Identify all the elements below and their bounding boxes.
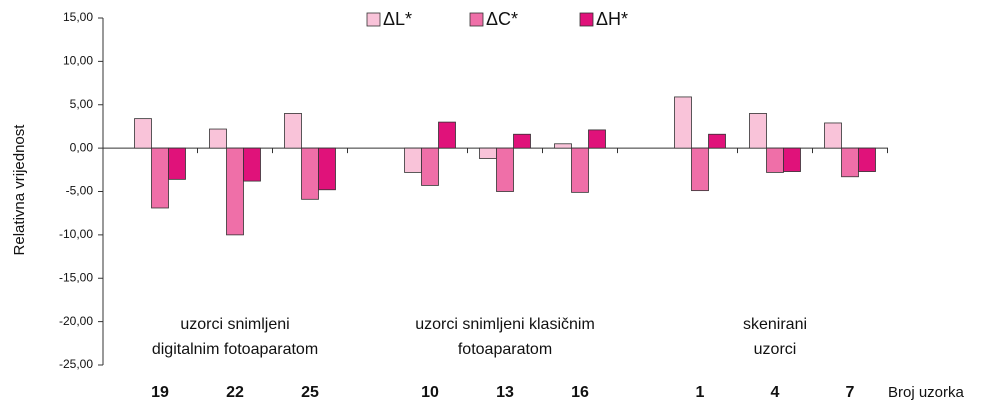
bar <box>151 147 169 209</box>
y-tick-label: -10,00 <box>59 227 93 241</box>
x-tick-label: 25 <box>301 384 319 401</box>
group-label: digitalnim fotoaparatom <box>152 341 318 358</box>
group-label: uzorci snimljeni klasičnim <box>415 316 595 333</box>
y-tick-label: -25,00 <box>59 357 93 371</box>
group-label: fotoaparatom <box>458 341 552 358</box>
legend-label: ΔH* <box>596 9 628 29</box>
legend-swatch <box>469 12 484 27</box>
bar <box>301 147 319 200</box>
x-tick-label: 4 <box>771 384 780 401</box>
bar <box>766 147 784 173</box>
x-tick-label: 16 <box>571 384 589 401</box>
bar <box>783 147 801 172</box>
y-tick-label: -15,00 <box>59 270 93 284</box>
bar <box>438 121 456 149</box>
bar <box>571 147 589 193</box>
y-tick-label: -5,00 <box>66 184 94 198</box>
bar <box>824 122 842 149</box>
group-label: uzorci <box>754 341 797 358</box>
bar <box>421 147 439 186</box>
bar <box>588 129 606 149</box>
y-tick-label: 0,00 <box>70 140 94 154</box>
legend-label: ΔL* <box>383 9 412 29</box>
y-tick-label: 10,00 <box>63 54 93 68</box>
x-axis-title: Broj uzorka <box>888 384 965 401</box>
bar <box>404 147 422 173</box>
bar <box>243 147 261 182</box>
bar <box>674 96 692 149</box>
bar <box>479 147 497 159</box>
bar <box>691 147 709 192</box>
legend-swatch <box>366 12 381 27</box>
legend-label: ΔC* <box>486 9 518 29</box>
x-tick-label: 7 <box>846 384 855 401</box>
bar <box>318 147 336 191</box>
bar <box>841 147 859 178</box>
x-tick-label: 22 <box>226 384 244 401</box>
bar <box>284 113 302 149</box>
bar <box>226 147 244 236</box>
bar <box>858 147 876 172</box>
x-tick-label: 19 <box>151 384 169 401</box>
x-tick-label: 13 <box>496 384 514 401</box>
bar <box>554 143 572 149</box>
x-tick-label: 1 <box>696 384 705 401</box>
y-tick-label: 5,00 <box>70 97 94 111</box>
bar <box>513 133 531 149</box>
y-tick-label: 15,00 <box>63 10 93 24</box>
group-label: uzorci snimljeni <box>180 316 289 333</box>
bar <box>749 113 767 149</box>
bar <box>168 147 186 180</box>
y-axis-title: Relativna vrijednost <box>11 124 28 256</box>
x-tick-label: 10 <box>421 384 439 401</box>
bar <box>209 128 227 149</box>
y-tick-label: -20,00 <box>59 314 93 328</box>
bar <box>134 118 152 149</box>
legend-swatch <box>579 12 594 27</box>
group-label: skenirani <box>743 316 807 333</box>
bar <box>496 147 514 192</box>
bar <box>708 133 726 149</box>
